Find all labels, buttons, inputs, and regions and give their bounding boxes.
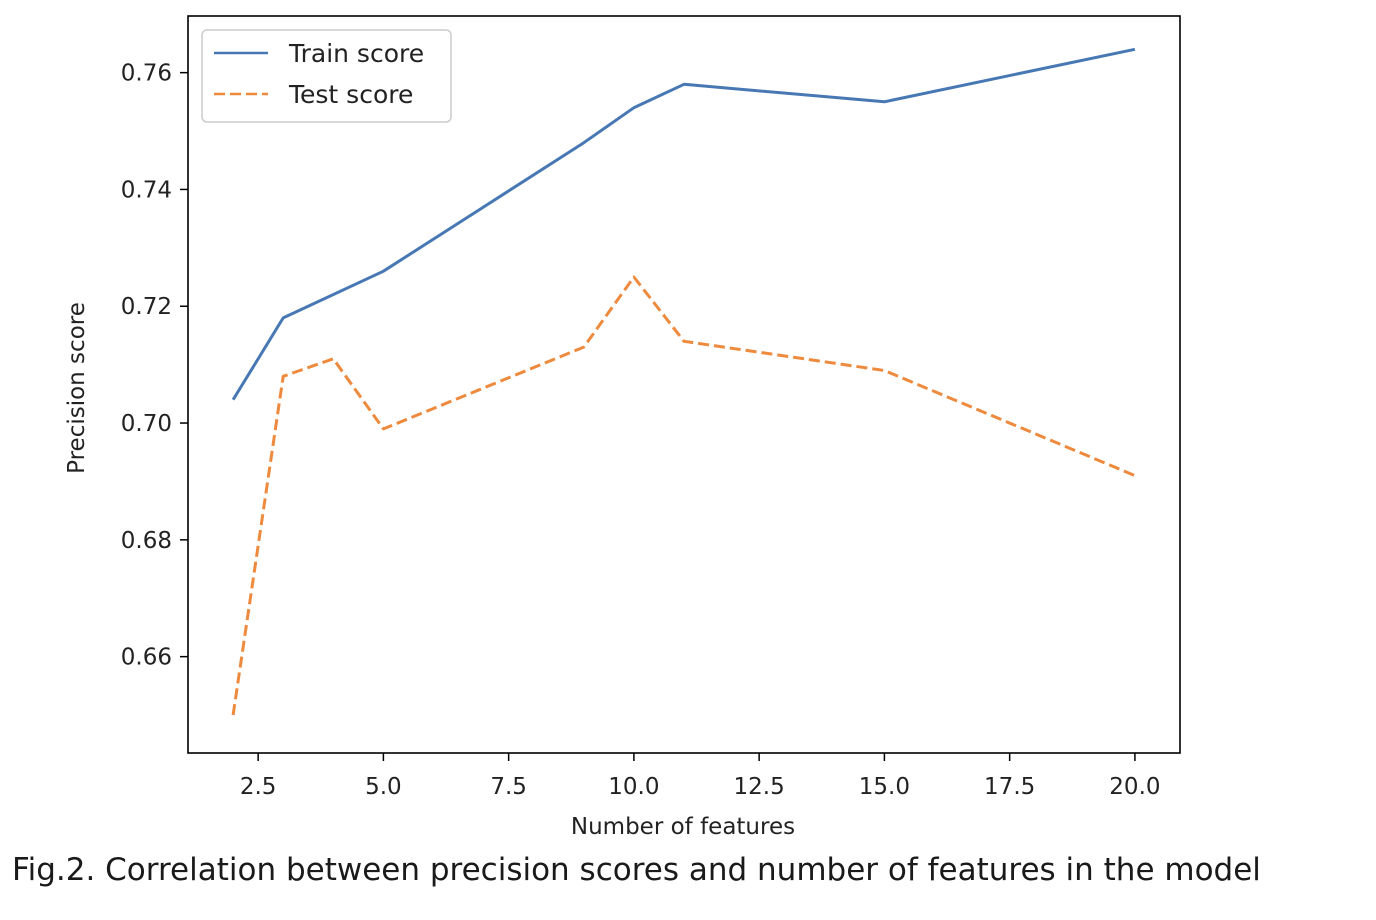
y-axis-ticks: 0.66 0.68 0.70 0.72 0.74 0.76 xyxy=(121,61,188,671)
y-tick-label: 0.70 xyxy=(121,411,172,437)
x-tick-label: 12.5 xyxy=(734,774,785,800)
series-line-train-score xyxy=(231,47,1136,401)
series-line-test-score xyxy=(231,275,1136,716)
figure-caption: Fig.2. Correlation between precision sco… xyxy=(12,852,1261,888)
plot-area-frame xyxy=(187,15,1181,754)
x-tick-label: 15.0 xyxy=(859,774,910,800)
x-tick-label: 20.0 xyxy=(1109,774,1160,800)
y-tick-label: 0.68 xyxy=(121,528,172,554)
legend-label-train-score: Train score xyxy=(288,39,424,68)
x-tick-label: 17.5 xyxy=(984,774,1035,800)
y-tick-label: 0.72 xyxy=(121,294,172,320)
legend: Train score Test score xyxy=(201,29,452,123)
y-tick-label: 0.74 xyxy=(121,177,172,203)
y-axis-label: Precision score xyxy=(64,302,90,474)
x-tick-label: 2.5 xyxy=(240,774,277,800)
x-axis-ticks: 2.5 5.0 7.5 10.0 12.5 15.0 17.5 20.0 xyxy=(240,753,1161,800)
x-tick-label: 5.0 xyxy=(365,774,402,800)
y-tick-label: 0.76 xyxy=(121,61,172,87)
x-tick-label: 7.5 xyxy=(490,774,527,800)
legend-label-test-score: Test score xyxy=(288,80,413,109)
series-layer xyxy=(231,47,1136,716)
y-tick-label: 0.66 xyxy=(121,645,172,671)
x-axis-label: Number of features xyxy=(571,814,795,840)
x-tick-label: 10.0 xyxy=(608,774,659,800)
